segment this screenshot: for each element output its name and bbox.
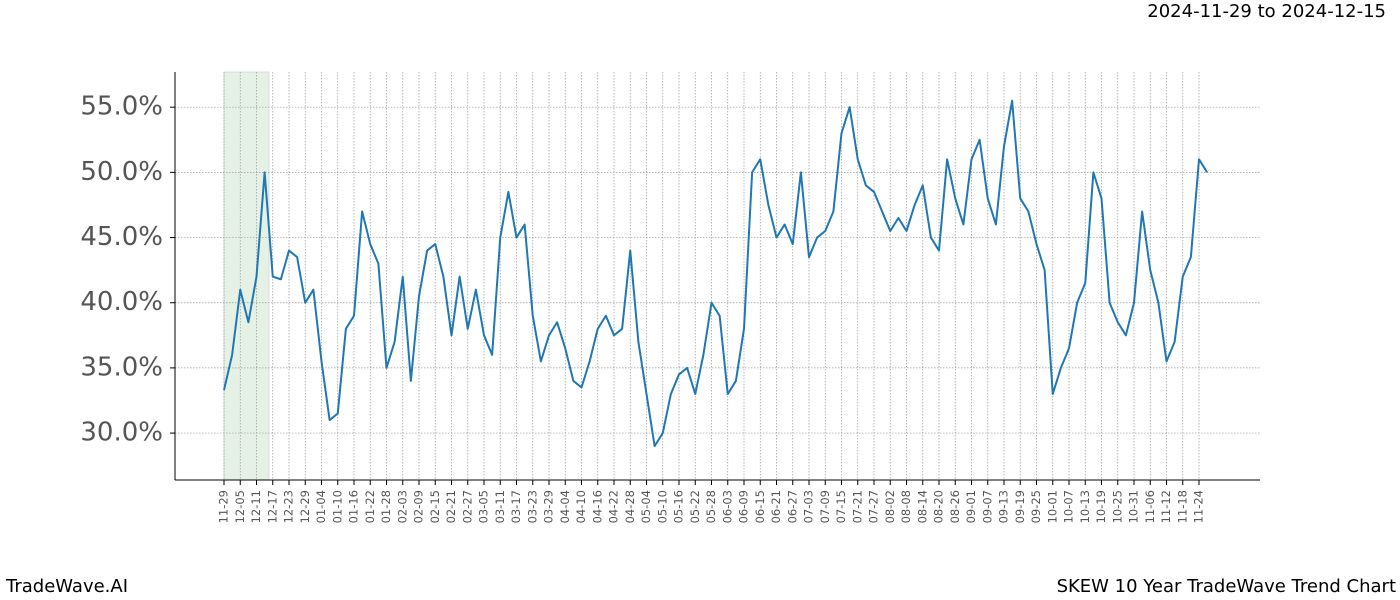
x-tick-label: 09-01 — [964, 490, 978, 523]
x-tick-label: 08-14 — [915, 490, 929, 523]
x-tick-label: 02-09 — [412, 490, 426, 523]
y-tick-label: 30.0% — [80, 418, 163, 448]
x-tick-label: 04-10 — [574, 490, 588, 523]
y-tick-label: 45.0% — [80, 222, 163, 252]
x-tick-label: 01-28 — [379, 490, 393, 523]
x-tick-label: 12-05 — [233, 490, 247, 523]
x-tick-label: 10-31 — [1127, 490, 1141, 523]
x-tick-label: 12-11 — [249, 490, 263, 523]
x-tick-label: 07-21 — [850, 490, 864, 523]
x-tick-label: 05-16 — [672, 490, 686, 523]
x-tick-label: 05-28 — [704, 490, 718, 523]
x-tick-label: 02-21 — [444, 490, 458, 523]
x-tick-label: 08-20 — [932, 490, 946, 523]
x-tick-label: 01-16 — [347, 490, 361, 523]
x-tick-label: 06-09 — [737, 490, 751, 523]
footer-right: SKEW 10 Year TradeWave Trend Chart — [1057, 576, 1396, 597]
x-tick-label: 01-22 — [363, 490, 377, 523]
x-tick-label: 03-17 — [509, 490, 523, 523]
footer-left: TradeWave.AI — [5, 576, 128, 597]
x-tick-label: 01-04 — [314, 490, 328, 523]
x-tick-label: 01-10 — [330, 490, 344, 523]
x-tick-label: 08-02 — [883, 490, 897, 523]
x-tick-label: 09-19 — [1013, 490, 1027, 523]
x-tick-label: 08-08 — [899, 490, 913, 523]
y-tick-label: 55.0% — [80, 92, 163, 122]
x-tick-label: 06-15 — [753, 490, 767, 523]
x-tick-label: 03-23 — [525, 490, 539, 523]
x-tick-label: 07-09 — [818, 490, 832, 523]
x-tick-label: 12-17 — [265, 490, 279, 523]
x-tick-label: 10-25 — [1110, 490, 1124, 523]
x-tick-label: 11-12 — [1159, 490, 1173, 523]
x-tick-label: 11-29 — [217, 490, 231, 523]
x-tick-label: 09-07 — [980, 490, 994, 523]
x-tick-label: 11-18 — [1175, 490, 1189, 523]
x-tick-label: 11-24 — [1192, 490, 1206, 523]
x-tick-label: 10-13 — [1078, 490, 1092, 523]
x-tick-label: 09-25 — [1029, 490, 1043, 523]
x-tick-label: 03-05 — [477, 490, 491, 523]
highlight-window — [223, 71, 270, 481]
x-tick-label: 12-29 — [298, 490, 312, 523]
y-tick-label: 40.0% — [80, 287, 163, 317]
data-line — [223, 99, 1208, 448]
x-tick-label: 06-21 — [769, 490, 783, 523]
x-tick-label: 06-27 — [785, 490, 799, 523]
x-tick-label: 07-15 — [834, 490, 848, 523]
date-range: 2024-11-29 to 2024-12-15 — [1147, 1, 1386, 22]
x-tick-label: 02-27 — [460, 490, 474, 523]
x-tick-label: 02-03 — [395, 490, 409, 523]
x-tick-label: 08-26 — [948, 490, 962, 523]
x-tick-label: 10-19 — [1094, 490, 1108, 523]
x-tick-label: 12-23 — [282, 490, 296, 523]
x-tick-label: 05-10 — [655, 490, 669, 523]
x-tick-label: 03-11 — [493, 490, 507, 523]
x-tick-label: 07-27 — [867, 490, 881, 523]
x-tick-label: 10-01 — [1045, 490, 1059, 523]
x-tick-label: 05-04 — [639, 490, 653, 523]
x-tick-label: 02-15 — [428, 490, 442, 523]
x-tick-label: 06-03 — [720, 490, 734, 523]
y-tick-label: 35.0% — [80, 352, 163, 382]
x-tick-label: 10-07 — [1062, 490, 1076, 523]
x-tick-label: 04-22 — [607, 490, 621, 523]
x-tick-label: 04-04 — [558, 490, 572, 523]
x-tick-label: 04-16 — [590, 490, 604, 523]
x-tick-label: 04-28 — [623, 490, 637, 523]
x-tick-label: 07-03 — [802, 490, 816, 523]
x-tick-label: 11-06 — [1143, 490, 1157, 523]
y-tick-label: 50.0% — [80, 157, 163, 187]
x-tick-label: 09-13 — [997, 490, 1011, 523]
x-tick-label: 05-22 — [688, 490, 702, 523]
x-tick-label: 03-29 — [542, 490, 556, 523]
